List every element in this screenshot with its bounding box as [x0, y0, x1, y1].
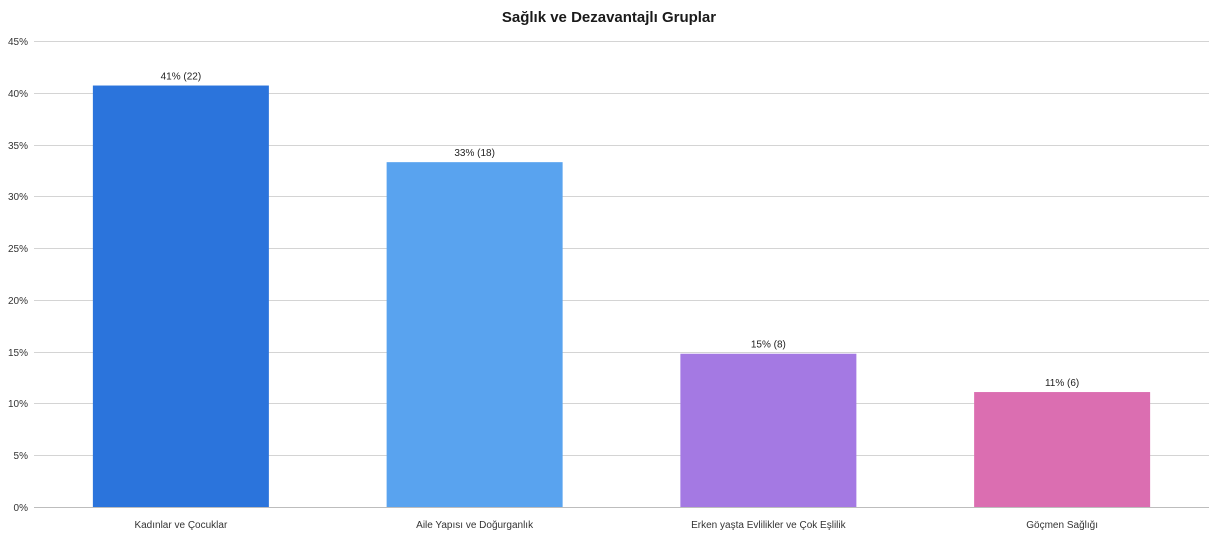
chart-title: Sağlık ve Dezavantajlı Gruplar [502, 9, 716, 26]
category-label-4: Göçmen Sağlığı [1026, 520, 1098, 531]
y-tick-label: 35% [8, 141, 28, 152]
data-label-2: 33% (18) [454, 148, 495, 159]
data-label-4: 11% (6) [1045, 378, 1079, 389]
y-tick-label: 5% [14, 451, 29, 462]
y-axis-ticks: 0% 5% 10% 15% 20% 25% 30% 35% 40% 45% [8, 37, 28, 514]
category-label-1: Kadınlar ve Çocuklar [134, 520, 227, 531]
bars [92, 85, 1151, 507]
category-label-3: Erken yaşta Evlilikler ve Çok Eşlilik [691, 520, 846, 531]
y-tick-label: 40% [8, 89, 28, 100]
y-tick-label: 30% [8, 192, 28, 203]
category-labels: Kadınlar ve Çocuklar Aile Yapısı ve Doğur… [134, 520, 1098, 531]
data-labels: 41% (22) 33% (18) 15% (8) 11% (6) [161, 72, 1080, 390]
data-label-3: 15% (8) [751, 340, 786, 351]
bar-4 [974, 392, 1151, 507]
y-tick-label: 10% [8, 399, 28, 410]
y-tick-label: 25% [8, 244, 28, 255]
bar-3 [680, 353, 857, 507]
data-label-1: 41% (22) [161, 72, 202, 83]
y-tick-label: 45% [8, 37, 28, 48]
y-tick-label: 0% [14, 503, 29, 514]
category-label-2: Aile Yapısı ve Doğurganlık [416, 520, 534, 531]
y-tick-label: 15% [8, 348, 28, 359]
y-tick-label: 20% [8, 296, 28, 307]
bar-2 [386, 162, 563, 507]
bar-1 [92, 85, 269, 507]
